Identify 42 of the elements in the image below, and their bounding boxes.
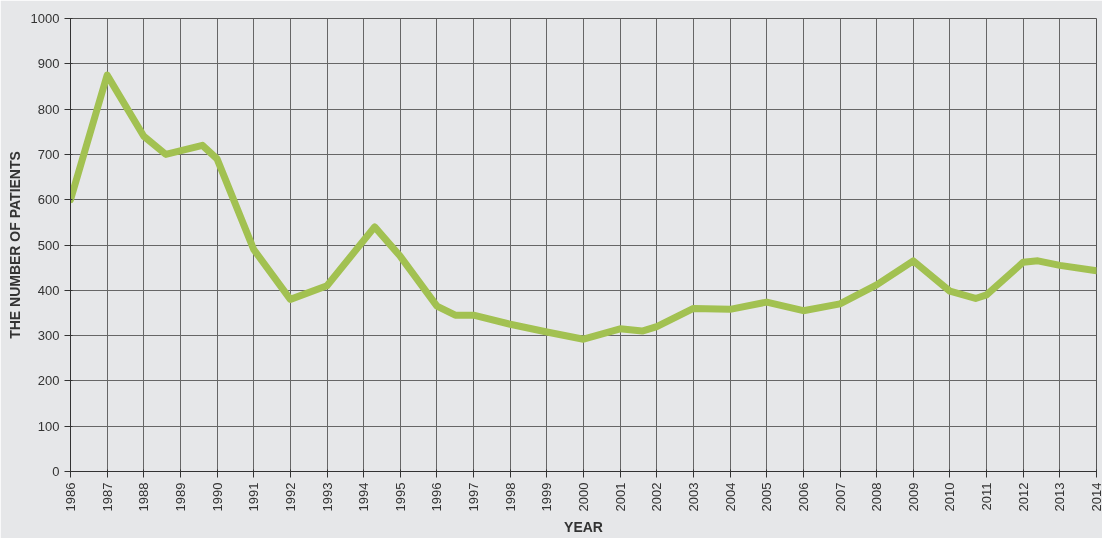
y-tick-label: 600 xyxy=(37,192,60,208)
x-tick-label: 1987 xyxy=(99,482,115,512)
y-tick-label: 300 xyxy=(37,328,60,344)
x-tick-label: 1989 xyxy=(172,482,188,512)
x-tick-label: 1997 xyxy=(466,482,482,512)
x-tick-label: 2014 xyxy=(1089,482,1102,512)
x-tick-label: 2012 xyxy=(1015,482,1031,512)
x-tick-label: 1986 xyxy=(63,482,78,512)
x-tick-label: 1991 xyxy=(246,482,262,512)
y-tick-label: 900 xyxy=(37,56,60,72)
x-tick-label: 1992 xyxy=(282,482,298,512)
y-tick-label: 800 xyxy=(37,101,60,117)
x-tick-label: 1995 xyxy=(392,482,408,512)
y-tick-label: 400 xyxy=(37,282,60,298)
x-tick-label: 1998 xyxy=(502,482,518,512)
x-tick-label: 1996 xyxy=(429,482,445,512)
y-tick-label: 500 xyxy=(37,237,60,253)
x-tick-label: 2006 xyxy=(795,482,811,512)
x-tick-label: 2007 xyxy=(832,482,848,512)
x-tick-label: 2008 xyxy=(869,482,885,512)
x-tick-label: 1993 xyxy=(319,482,335,512)
x-tick-label: 2009 xyxy=(905,482,921,512)
y-tick-label: 0 xyxy=(52,464,60,479)
y-tick-label: 200 xyxy=(37,373,60,389)
y-tick-label: 100 xyxy=(37,418,60,434)
x-tick-label: 2010 xyxy=(942,482,958,512)
x-tick-label: 2000 xyxy=(576,482,591,512)
y-axis-title: THE NUMBER OF PATIENTS xyxy=(6,151,23,339)
x-tick-label: 2004 xyxy=(722,482,738,512)
y-tick-label: 700 xyxy=(37,146,60,162)
x-tick-label: 2013 xyxy=(1052,482,1068,512)
x-tick-label: 2003 xyxy=(685,482,701,512)
x-tick-label: 2001 xyxy=(612,482,628,512)
x-tick-label: 1988 xyxy=(136,482,152,512)
x-tick-label: 2002 xyxy=(649,482,665,512)
x-tick-label: 2005 xyxy=(759,482,775,512)
x-axis-title: YEAR xyxy=(564,519,603,536)
x-tick-label: 2011 xyxy=(979,482,995,511)
x-tick-label: 1990 xyxy=(209,482,225,512)
x-tick-label: 1994 xyxy=(356,482,372,512)
y-tick-label: 1000 xyxy=(30,11,60,26)
x-tick-label: 1999 xyxy=(539,482,555,512)
